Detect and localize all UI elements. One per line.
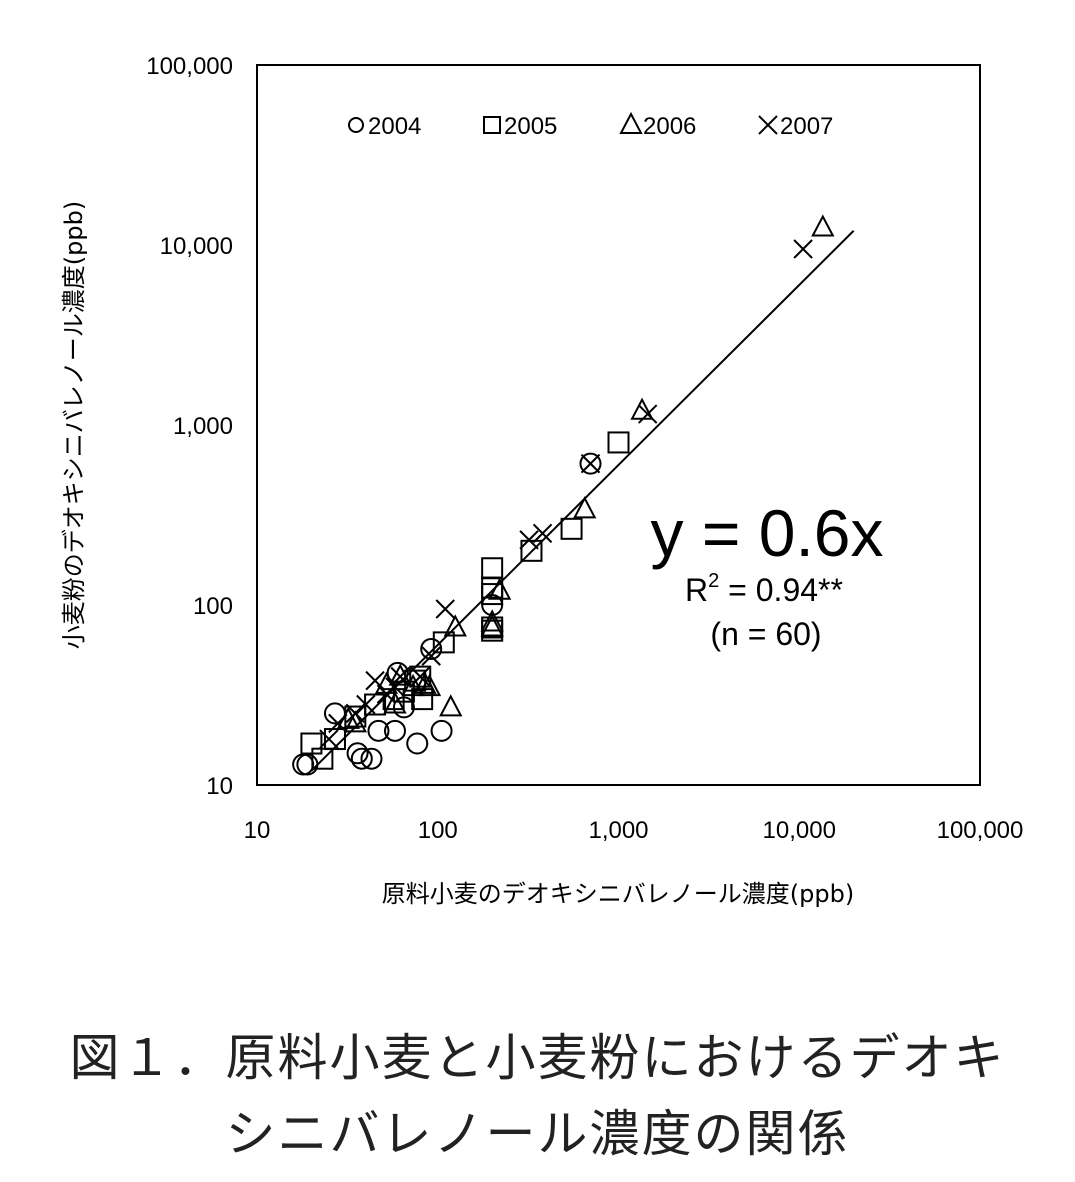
data-point-triangle <box>480 609 504 632</box>
data-point-cross <box>532 523 553 544</box>
x-tick-label: 1,000 <box>588 817 648 844</box>
data-point-triangle <box>388 663 412 686</box>
y-tick-label: 10,000 <box>160 233 233 260</box>
data-point-cross <box>328 713 348 734</box>
data-point-cross <box>793 239 813 259</box>
data-point-triangle <box>383 691 407 714</box>
y-tick-label: 10 <box>206 773 233 800</box>
y-tick-label: 100 <box>193 593 233 620</box>
figure-caption-line-2: シニバレノール濃度の関係 <box>225 1105 850 1163</box>
data-point-circle <box>386 661 409 684</box>
legend: 2004 2005 2006 2007 <box>348 111 833 140</box>
x-tick-label: 100,000 <box>937 817 1024 844</box>
plot-frame <box>256 64 981 786</box>
r-squared-label: R2 = 0.94** <box>685 570 843 608</box>
r-squared-prefix: R <box>685 572 708 608</box>
legend-circle-icon <box>348 117 364 133</box>
figure-caption-line-1: 図１．原料小麦と小麦粉におけるデオキ <box>69 1029 1006 1087</box>
data-point-cross <box>365 670 385 691</box>
data-point-square <box>481 583 504 606</box>
y-tick-label: 1,000 <box>173 413 233 440</box>
x-axis-title: 原料小麦のデオキシニバレノール濃度(ppb) <box>382 880 854 908</box>
data-point-cross <box>385 677 405 697</box>
data-point-triangle <box>417 673 442 697</box>
data-point-cross <box>637 404 658 424</box>
data-point-cross <box>390 666 410 687</box>
data-point-square <box>311 747 334 770</box>
data-point-circle <box>579 452 602 475</box>
legend-triangle-icon <box>619 111 643 134</box>
data-point-triangle <box>343 710 367 733</box>
data-point-circle <box>383 719 406 742</box>
data-point-cross <box>345 703 366 724</box>
data-point-cross <box>580 453 601 474</box>
data-point-cross <box>376 684 397 704</box>
legend-label: 2006 <box>643 113 696 140</box>
scatter-chart: 10 100 1,000 10,000 100,000 10 100 1,000 10,000… <box>60 53 1024 908</box>
sample-size-label: (n = 60) <box>710 616 821 652</box>
legend-label: 2004 <box>368 113 421 140</box>
r-squared-value: = 0.94** <box>719 572 843 608</box>
data-point-circle <box>350 747 373 770</box>
data-points <box>292 214 835 776</box>
data-point-square <box>481 557 504 580</box>
data-point-circle <box>296 753 319 776</box>
data-point-cross <box>421 646 441 666</box>
y-tick-label: 100,000 <box>146 53 233 80</box>
data-point-circle <box>430 719 453 742</box>
data-point-square <box>323 728 346 751</box>
data-point-circle <box>367 719 390 742</box>
data-point-cross <box>319 729 339 749</box>
legend-cross-icon <box>758 115 778 135</box>
data-point-triangle <box>487 577 512 600</box>
data-point-triangle <box>413 671 437 694</box>
data-point-circle <box>360 747 383 770</box>
data-point-circle <box>406 732 429 755</box>
x-tick-label: 10,000 <box>763 817 836 844</box>
data-point-cross <box>356 694 376 715</box>
data-point-triangle <box>573 496 597 519</box>
data-point-triangle <box>480 614 504 637</box>
data-point-circle <box>420 637 443 660</box>
equation-label: y = 0.6x <box>651 496 884 570</box>
data-point-cross <box>410 666 430 687</box>
data-point-square <box>607 431 630 454</box>
data-point-circle <box>292 753 315 776</box>
data-point-triangle <box>439 694 463 717</box>
y-axis-title: 小麦粉のデオキシニバレノール濃度(ppb) <box>60 201 88 649</box>
data-point-square <box>560 517 583 540</box>
data-point-square <box>432 631 455 654</box>
data-point-cross <box>435 599 455 619</box>
legend-label: 2005 <box>504 113 557 140</box>
data-point-circle <box>346 742 369 765</box>
x-tick-label: 10 <box>244 817 271 844</box>
data-point-triangle <box>443 614 467 637</box>
data-point-cross <box>519 530 539 550</box>
data-point-square <box>520 539 543 562</box>
x-tick-label: 100 <box>418 817 458 844</box>
r-squared-superscript: 2 <box>708 570 719 592</box>
data-point-triangle <box>811 214 835 237</box>
legend-label: 2007 <box>780 113 833 140</box>
y-axis-ticks: 10 100 1,000 10,000 100,000 <box>146 53 233 800</box>
x-axis-ticks: 10 100 1,000 10,000 100,000 <box>244 817 1024 844</box>
legend-square-icon <box>483 116 501 134</box>
